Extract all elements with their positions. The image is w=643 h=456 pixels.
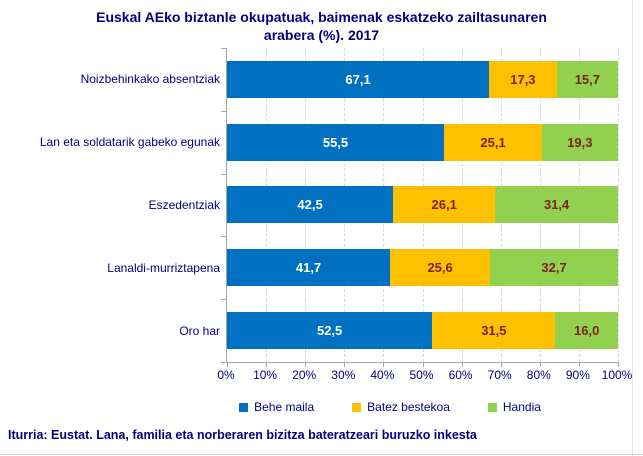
x-axis-tick	[383, 362, 385, 367]
x-axis-tick	[422, 362, 424, 367]
x-axis-tick-label: 80%	[526, 368, 551, 382]
x-axis-tick-label: 30%	[331, 368, 356, 382]
chart-title: Euskal AEko biztanle okupatuak, baimenak…	[0, 8, 643, 44]
legend-swatch-icon	[487, 402, 497, 412]
bar-segment-batez-bestekoa: 26,1	[393, 186, 496, 224]
y-axis-tick	[221, 236, 227, 238]
bar-row: 52,5 31,5 16,0	[227, 299, 618, 362]
legend-label: Behe maila	[254, 400, 315, 414]
plot-area: 67,1 17,3 15,7 55,5 25,1 19,3 42,5 26,1 31,4 41,7…	[221, 48, 619, 367]
bar-segment-behe-maila: 67,1	[227, 60, 490, 98]
legend: Behe maila Batez bestekoa Handia	[160, 398, 620, 416]
bar-row: 42,5 26,1 31,4	[227, 174, 618, 237]
legend-swatch-icon	[352, 402, 362, 412]
bar-row: 55,5 25,1 19,3	[227, 111, 618, 174]
stacked-bar: 55,5 25,1 19,3	[227, 123, 618, 161]
category-label: Lan eta soldatarik gabeko egunak	[39, 135, 220, 150]
bar-segment-batez-bestekoa: 17,3	[489, 60, 557, 98]
bar-segment-behe-maila: 41,7	[227, 249, 391, 287]
stacked-bar: 41,7 25,6 32,7	[227, 249, 618, 287]
bar-segment-batez-bestekoa: 25,1	[444, 123, 543, 161]
x-axis-tick-label: 90%	[565, 368, 590, 382]
category-label: Eszedentziak	[148, 197, 220, 212]
stacked-bar: 52,5 31,5 16,0	[227, 312, 618, 350]
y-axis-tick	[221, 362, 227, 363]
x-axis-tick	[266, 362, 268, 367]
x-axis-tick	[461, 362, 463, 367]
category-label: Noizbehinkako absentziak	[80, 72, 220, 87]
x-axis-tick	[539, 362, 541, 367]
x-axis-tick-label: 70%	[487, 368, 512, 382]
legend-label: Handia	[502, 400, 541, 414]
x-axis-tick-label: 60%	[448, 368, 473, 382]
x-axis-tick-label: 0%	[217, 368, 235, 382]
legend-label: Batez bestekoa	[367, 400, 450, 414]
x-axis-tick-label: 50%	[409, 368, 434, 382]
x-axis-tick-label: 40%	[370, 368, 395, 382]
x-axis-tick	[344, 362, 346, 367]
x-axis-tick	[500, 362, 502, 367]
legend-item-handia: Handia	[487, 400, 541, 414]
x-axis-tick	[227, 362, 228, 367]
bar-row: 41,7 25,6 32,7	[227, 236, 618, 299]
chart-title-line1: Euskal AEko biztanle okupatuak, baimenak…	[96, 9, 547, 25]
frame-bottom-border	[0, 454, 643, 455]
bar-segment-batez-bestekoa: 31,5	[432, 312, 556, 350]
bar-segment-handia: 19,3	[542, 123, 618, 161]
legend-item-behe-maila: Behe maila	[239, 400, 314, 414]
y-axis-tick	[221, 173, 227, 175]
bar-segment-handia: 16,0	[555, 312, 618, 350]
stacked-bar: 42,5 26,1 31,4	[227, 186, 618, 224]
vertical-gridline	[618, 48, 619, 362]
x-axis-tick-label: 10%	[253, 368, 278, 382]
x-axis-tick	[578, 362, 580, 367]
category-label: Oro har	[179, 323, 220, 338]
source-footnote: Iturria: Eustat. Lana, familia eta norbe…	[8, 428, 477, 442]
bar-segment-behe-maila: 55,5	[227, 123, 444, 161]
legend-item-batez-bestekoa: Batez bestekoa	[352, 400, 450, 414]
x-axis-tick-label: 20%	[292, 368, 317, 382]
stacked-bar: 67,1 17,3 15,7	[227, 60, 618, 98]
bar-segment-handia: 15,7	[556, 60, 618, 98]
chart-title-line2: arabera (%). 2017	[263, 27, 380, 43]
y-axis-tick	[221, 299, 227, 301]
x-axis-labels: 0% 10% 20% 30% 40% 50% 60% 70% 80% 90% 100%	[217, 368, 632, 384]
bar-segment-behe-maila: 42,5	[227, 186, 394, 224]
bar-row: 67,1 17,3 15,7	[227, 48, 618, 111]
y-axis-tick	[221, 48, 227, 49]
x-axis-tick	[305, 362, 307, 367]
bar-segment-behe-maila: 52,5	[227, 312, 433, 350]
x-axis-tick	[618, 362, 619, 367]
bar-segment-batez-bestekoa: 25,6	[390, 249, 491, 287]
category-label: Lanaldi-murriztapena	[107, 260, 220, 275]
x-axis-tick-label: 100%	[601, 368, 633, 382]
bar-segment-handia: 31,4	[495, 186, 618, 224]
y-axis-tick	[221, 110, 227, 112]
frame-right-border	[632, 0, 633, 456]
legend-swatch-icon	[239, 402, 249, 412]
bar-segment-handia: 32,7	[490, 249, 618, 287]
